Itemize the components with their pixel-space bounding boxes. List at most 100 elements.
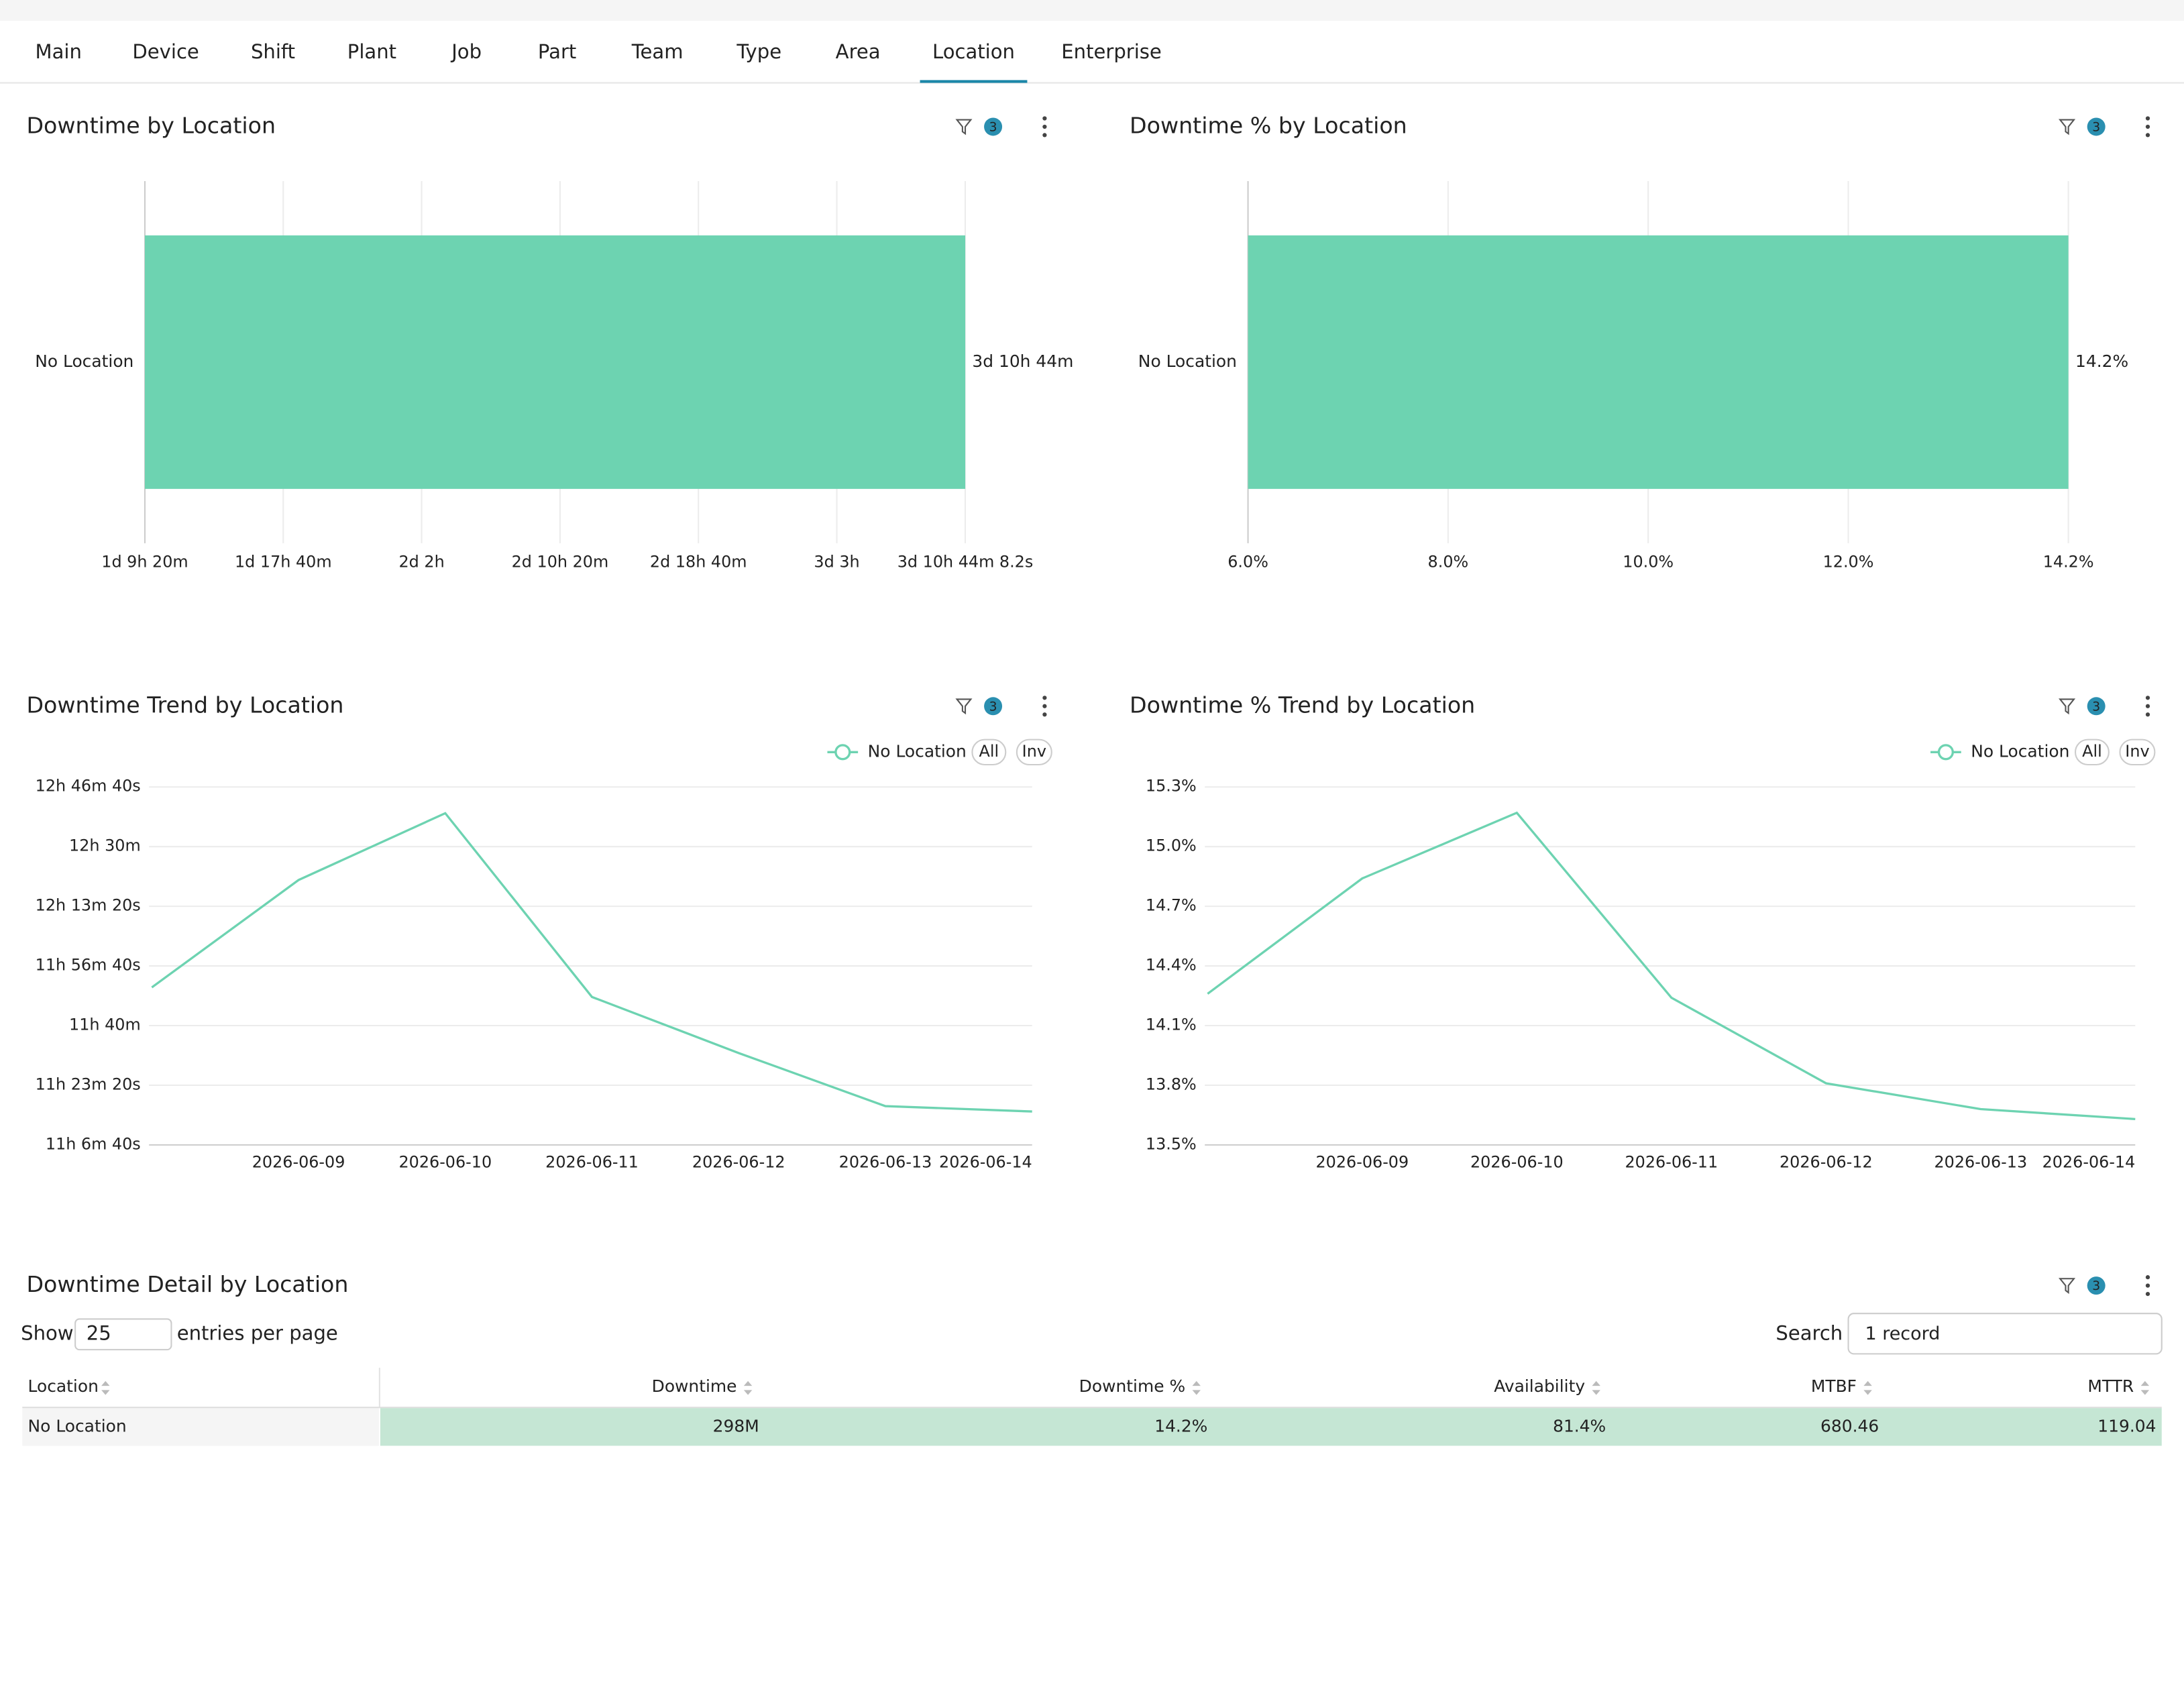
x-tick-label: 2026-06-13 (1934, 1152, 2027, 1171)
table-cell: 81.4% (1553, 1416, 1606, 1435)
legend-button-label[interactable]: All (2082, 742, 2102, 761)
tab[interactable]: Main (36, 40, 82, 63)
y-tick-label: 11h 56m 40s (36, 956, 141, 975)
table-cell: 119.04 (2097, 1416, 2156, 1435)
x-tick-label: 10.0% (1623, 552, 1674, 571)
filter-count: 3 (989, 121, 997, 135)
value-label: 14.2% (2075, 351, 2128, 371)
page-size-value[interactable]: 25 (87, 1321, 111, 1344)
filter-icon[interactable] (955, 119, 973, 135)
x-tick-label: 2026-06-09 (1316, 1152, 1409, 1171)
tab[interactable]: Shift (251, 40, 295, 63)
panel-title: Downtime Trend by Location (26, 692, 343, 718)
menu-dot[interactable] (1042, 124, 1047, 129)
legend-marker[interactable] (1937, 744, 1954, 761)
legend-marker[interactable] (834, 744, 851, 761)
top-strip (0, 0, 2184, 21)
sort-icon[interactable] (1863, 1380, 1872, 1395)
tab[interactable]: Device (132, 40, 199, 63)
search-input[interactable] (1847, 1313, 2163, 1355)
search-placeholder[interactable]: 1 record (1865, 1323, 1940, 1344)
sort-icon[interactable] (1592, 1380, 1600, 1395)
column-header[interactable]: MTTR (2087, 1376, 2134, 1396)
legend-label[interactable]: No Location (868, 741, 967, 761)
filter-badge (2087, 697, 2106, 716)
table-cell: 680.46 (1820, 1416, 1879, 1435)
y-tick-label: 15.0% (1146, 836, 1197, 855)
menu-dot[interactable] (2145, 712, 2150, 717)
legend-button-label[interactable]: Inv (2125, 742, 2149, 761)
menu-dot[interactable] (1042, 704, 1047, 708)
tab[interactable]: Location (932, 40, 1015, 63)
row-label-cell (22, 1408, 379, 1446)
tab[interactable]: Type (736, 40, 781, 63)
menu-dot[interactable] (2145, 1283, 2150, 1288)
column-header[interactable]: Downtime (652, 1376, 737, 1396)
y-tick-label: 14.4% (1146, 956, 1197, 975)
legend-button[interactable] (971, 739, 1007, 766)
legend-button[interactable] (1016, 739, 1052, 766)
filter-icon[interactable] (2059, 698, 2076, 715)
filter-icon[interactable] (955, 698, 973, 715)
column-header[interactable]: Availability (1494, 1376, 1585, 1396)
x-tick-label: 2026-06-11 (545, 1152, 639, 1171)
tab[interactable]: Team (631, 40, 684, 63)
row-data-cells (380, 1408, 2162, 1446)
tab[interactable]: Enterprise (1061, 40, 1162, 63)
legend-button-label[interactable]: All (979, 742, 999, 761)
column-header[interactable]: Location (28, 1376, 99, 1396)
x-tick-label: 2026-06-10 (398, 1152, 492, 1171)
y-tick-label: 13.8% (1146, 1075, 1197, 1093)
x-tick-label: 12.0% (1823, 552, 1874, 571)
tab[interactable]: Plant (347, 40, 396, 63)
x-tick-label: 1d 17h 40m (235, 552, 332, 571)
menu-dot[interactable] (2145, 704, 2150, 708)
search-label: Search (1776, 1321, 1843, 1344)
sort-icon[interactable] (1192, 1380, 1201, 1395)
menu-dot[interactable] (1042, 696, 1047, 700)
filter-icon[interactable] (2059, 119, 2076, 135)
filter-icon[interactable] (2059, 1278, 2076, 1295)
legend-button[interactable] (2074, 739, 2110, 766)
filter-count: 3 (989, 700, 997, 714)
filter-badge (2087, 117, 2106, 136)
menu-dot[interactable] (2145, 124, 2150, 129)
page-size-input[interactable] (74, 1318, 172, 1351)
x-tick-label: 2026-06-12 (692, 1152, 785, 1171)
tab[interactable]: Area (836, 40, 881, 63)
filter-badge (2087, 1276, 2106, 1295)
legend-label[interactable]: No Location (1971, 741, 2069, 761)
menu-dot[interactable] (2145, 133, 2150, 138)
menu-dot[interactable] (2145, 696, 2150, 700)
menu-dot[interactable] (1042, 133, 1047, 138)
menu-dot[interactable] (2145, 116, 2150, 121)
y-tick-label: 11h 23m 20s (36, 1075, 141, 1093)
x-tick-label: 6.0% (1227, 552, 1268, 571)
table-cell: 298M (713, 1416, 759, 1435)
y-tick-label: 12h 13m 20s (36, 896, 141, 915)
column-header[interactable]: Downtime % (1079, 1376, 1185, 1396)
sort-icon[interactable] (2140, 1380, 2150, 1395)
menu-dot[interactable] (1042, 712, 1047, 717)
menu-dot[interactable] (1042, 116, 1047, 121)
x-tick-label: 2d 2h (398, 552, 444, 571)
sort-icon[interactable] (101, 1380, 110, 1395)
menu-dot[interactable] (2145, 1291, 2150, 1297)
sort-icon[interactable] (743, 1380, 753, 1395)
y-tick-label: 14.1% (1146, 1016, 1197, 1034)
column-header[interactable]: MTBF (1811, 1376, 1857, 1396)
menu-dot[interactable] (2145, 1275, 2150, 1280)
filter-count: 3 (2092, 700, 2100, 714)
tab[interactable]: Job (450, 40, 482, 63)
y-tick-label: 12h 30m (69, 836, 141, 855)
tab[interactable]: Part (538, 40, 576, 63)
panel-title: Downtime % Trend by Location (1130, 692, 1475, 718)
x-tick-label: 2026-06-13 (839, 1152, 932, 1171)
legend-button-label[interactable]: Inv (1022, 742, 1046, 761)
table-cell: 14.2% (1154, 1416, 1207, 1435)
legend-button[interactable] (2119, 739, 2156, 766)
y-tick-label: 11h 6m 40s (46, 1134, 141, 1153)
x-tick-label: 2d 18h 40m (650, 552, 747, 571)
